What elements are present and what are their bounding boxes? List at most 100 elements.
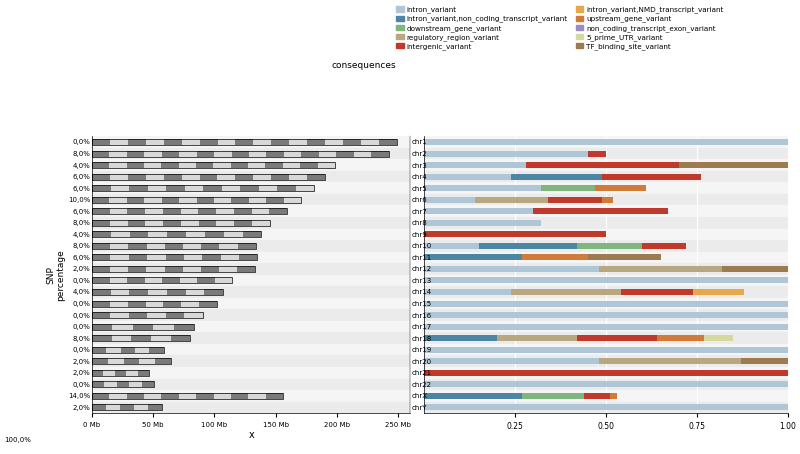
Bar	[128, 301, 146, 306]
Bar	[162, 197, 179, 202]
Bar	[92, 231, 111, 237]
Bar	[165, 266, 182, 272]
Bar	[166, 185, 185, 191]
Bar	[424, 173, 511, 180]
Bar	[133, 324, 153, 330]
Bar	[214, 393, 231, 399]
Bar	[163, 208, 181, 214]
Bar	[205, 231, 224, 237]
Bar	[183, 243, 202, 249]
Bar	[106, 405, 120, 410]
Bar	[144, 151, 162, 157]
Bar	[266, 151, 284, 157]
Bar	[92, 286, 410, 298]
Bar	[106, 347, 121, 353]
Bar	[307, 139, 325, 145]
Bar	[511, 289, 621, 295]
Bar	[92, 358, 108, 364]
Bar	[424, 301, 788, 306]
Bar	[354, 151, 371, 157]
Bar	[219, 243, 238, 249]
Bar	[302, 151, 319, 157]
Bar	[128, 139, 146, 145]
Bar	[242, 231, 262, 237]
Bar	[231, 393, 248, 399]
Bar	[424, 355, 788, 367]
Bar	[92, 379, 410, 390]
Bar	[92, 162, 110, 168]
Bar	[126, 162, 144, 168]
Bar	[92, 254, 110, 260]
Bar	[149, 231, 167, 237]
Bar	[92, 183, 410, 194]
Bar	[146, 243, 165, 249]
Bar	[214, 197, 231, 202]
Bar	[92, 263, 410, 275]
Bar	[163, 220, 181, 226]
Bar	[325, 139, 343, 145]
Bar	[300, 162, 318, 168]
Bar	[424, 208, 534, 214]
Bar	[165, 243, 183, 249]
Bar	[148, 289, 167, 295]
Bar	[92, 324, 112, 330]
Bar	[336, 151, 354, 157]
Bar	[127, 277, 145, 283]
Bar	[105, 381, 117, 387]
Bar	[179, 151, 197, 157]
Bar	[138, 370, 150, 376]
Bar	[290, 139, 307, 145]
Bar	[283, 162, 300, 168]
Bar	[110, 254, 129, 260]
Bar	[657, 335, 704, 341]
Bar	[92, 185, 110, 191]
Bar	[135, 347, 150, 353]
Bar	[92, 393, 110, 399]
Bar	[371, 151, 389, 157]
Bar	[249, 197, 266, 202]
Bar	[424, 206, 788, 217]
Bar	[110, 289, 130, 295]
Bar	[166, 254, 184, 260]
Bar	[92, 139, 110, 145]
Bar	[120, 405, 134, 410]
Bar	[92, 355, 410, 367]
Bar	[200, 139, 218, 145]
Bar	[231, 151, 249, 157]
Bar	[318, 162, 335, 168]
Bar	[598, 358, 741, 364]
Bar	[216, 208, 234, 214]
Bar	[237, 266, 255, 272]
Bar	[110, 220, 127, 226]
Bar	[92, 298, 410, 309]
Bar	[153, 324, 174, 330]
Bar	[174, 324, 194, 330]
Bar	[182, 266, 201, 272]
Bar	[110, 266, 128, 272]
Bar	[164, 173, 182, 180]
Bar	[722, 266, 788, 272]
Bar	[92, 206, 410, 217]
Bar	[184, 312, 202, 318]
Bar	[424, 266, 598, 272]
Bar	[584, 393, 610, 399]
Bar	[197, 151, 214, 157]
Bar	[117, 381, 130, 387]
Bar	[284, 151, 302, 157]
Bar	[92, 159, 410, 171]
Bar	[92, 151, 110, 157]
Bar	[204, 289, 223, 295]
Bar	[127, 151, 144, 157]
Bar	[92, 148, 410, 159]
Bar	[147, 254, 166, 260]
Bar	[478, 243, 577, 249]
Bar	[92, 390, 410, 402]
Bar	[92, 252, 410, 263]
Bar	[110, 277, 127, 283]
Bar	[602, 197, 614, 202]
Bar	[248, 162, 266, 168]
Bar	[128, 173, 146, 180]
Bar	[266, 393, 283, 399]
Bar	[238, 243, 256, 249]
Bar	[110, 185, 129, 191]
